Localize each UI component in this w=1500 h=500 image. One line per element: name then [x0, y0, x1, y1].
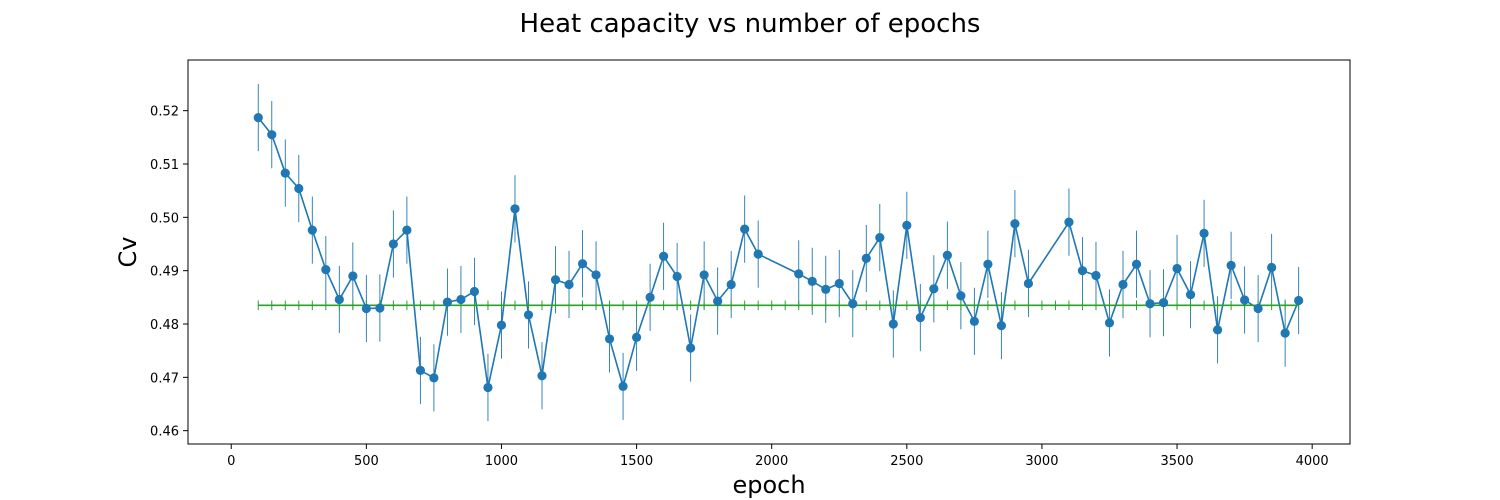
chart-title: Heat capacity vs number of epochs [520, 9, 981, 39]
series-1-point [956, 291, 966, 301]
series-1-point [415, 365, 425, 375]
x-axis: 0 500 1000 1500 2000 2500 3000 3500 4000 [227, 444, 1329, 469]
series-1-point [807, 276, 817, 286]
series-1-point [537, 371, 547, 381]
series-1-point [942, 250, 952, 260]
series-1-point [1199, 228, 1209, 238]
series-1-point [361, 303, 371, 314]
series-1-point [348, 271, 358, 281]
series-1-point [402, 225, 412, 235]
series-1-point [442, 297, 453, 307]
x-tick-label: 1500 [620, 454, 653, 469]
series-1-point [388, 239, 398, 249]
series-1-point [713, 296, 723, 306]
series-1-point [1091, 270, 1101, 281]
series-1-point [645, 292, 655, 302]
series-1-point [1240, 295, 1250, 305]
series-1-point [726, 279, 736, 290]
x-tick-label: 3500 [1161, 454, 1194, 469]
series-1-point [861, 253, 871, 263]
y-tick-label: 0.52 [150, 105, 179, 120]
series-1-point [577, 259, 588, 269]
series-1-point [996, 321, 1007, 331]
series-1-point [1145, 299, 1155, 309]
y-tick-label: 0.46 [150, 425, 179, 440]
series-1-point [1104, 318, 1115, 328]
series-1-point [1280, 328, 1290, 338]
series-1-point [523, 310, 534, 320]
series-1-point [1158, 298, 1169, 308]
y-tick-label: 0.49 [150, 265, 179, 280]
series-1-point [550, 275, 561, 285]
series-1-point [496, 320, 507, 330]
x-tick-label: 0 [227, 454, 235, 469]
series-1-point [753, 249, 763, 259]
series-1-point [456, 294, 466, 305]
y-tick-label: 0.48 [150, 318, 179, 333]
series-1-point [1267, 262, 1277, 273]
series-1-point [1077, 266, 1088, 276]
series-1-point [1212, 325, 1223, 335]
series-1-point [686, 343, 696, 353]
series-1-point [1023, 278, 1034, 289]
series-1-point [280, 168, 290, 178]
series-1-point [564, 279, 574, 290]
series-1-point [1118, 279, 1128, 290]
x-tick-label: 3000 [1025, 454, 1058, 469]
y-axis: 0.46 0.47 0.48 0.49 0.50 0.51 0.52 [150, 105, 188, 440]
series-1-point [794, 269, 804, 279]
x-tick-label: 500 [354, 454, 379, 469]
series-1-point [1294, 295, 1304, 306]
series-1-point [888, 319, 898, 329]
y-tick-label: 0.47 [150, 371, 179, 386]
x-tick-label: 1000 [485, 454, 518, 469]
series-1-point [915, 313, 925, 323]
series-1-point [307, 225, 317, 235]
series-1-point [969, 316, 979, 326]
x-tick-label: 2500 [890, 454, 923, 469]
series-1-point [604, 334, 615, 344]
series-1-point [1226, 260, 1236, 270]
series-1-point [699, 270, 709, 280]
x-axis-label: epoch [732, 471, 805, 499]
y-tick-label: 0.50 [150, 211, 179, 226]
series-1-point [821, 284, 831, 294]
series-1-point [902, 220, 912, 230]
series-1-point [659, 251, 669, 261]
series-1-point [591, 270, 601, 280]
x-tick-label: 2000 [755, 454, 788, 469]
series-1-point [618, 381, 628, 391]
series-1-point [1010, 219, 1020, 229]
series-1-point [1064, 217, 1074, 227]
series-1-point [483, 382, 493, 393]
series-1-point [469, 286, 480, 297]
series-1-point [631, 332, 642, 342]
series-1-point [375, 303, 385, 313]
series-1-point [1172, 263, 1182, 274]
series-1-point [740, 224, 750, 234]
y-axis-label: Cv [114, 237, 142, 268]
series-1-point [429, 373, 439, 383]
series-1-point [1185, 290, 1196, 300]
series-1-point [321, 265, 331, 275]
plot-area [187, 59, 1351, 445]
plot-layer [253, 84, 1304, 422]
series-1-point [510, 204, 520, 214]
series-1-point [294, 183, 304, 194]
x-tick-label: 4000 [1296, 454, 1329, 469]
series-1-point [929, 284, 939, 294]
series-1-point [1131, 259, 1142, 269]
series-1-point [334, 294, 344, 305]
y-tick-label: 0.51 [150, 158, 179, 173]
series-1-point [848, 299, 858, 309]
series-1-point [834, 278, 844, 289]
series-1-point [672, 271, 682, 282]
series-1-point [253, 113, 263, 123]
series-1-point [1253, 303, 1263, 314]
series-1-point [875, 233, 885, 243]
series-1-point [983, 259, 993, 269]
series-1-point [267, 130, 277, 140]
